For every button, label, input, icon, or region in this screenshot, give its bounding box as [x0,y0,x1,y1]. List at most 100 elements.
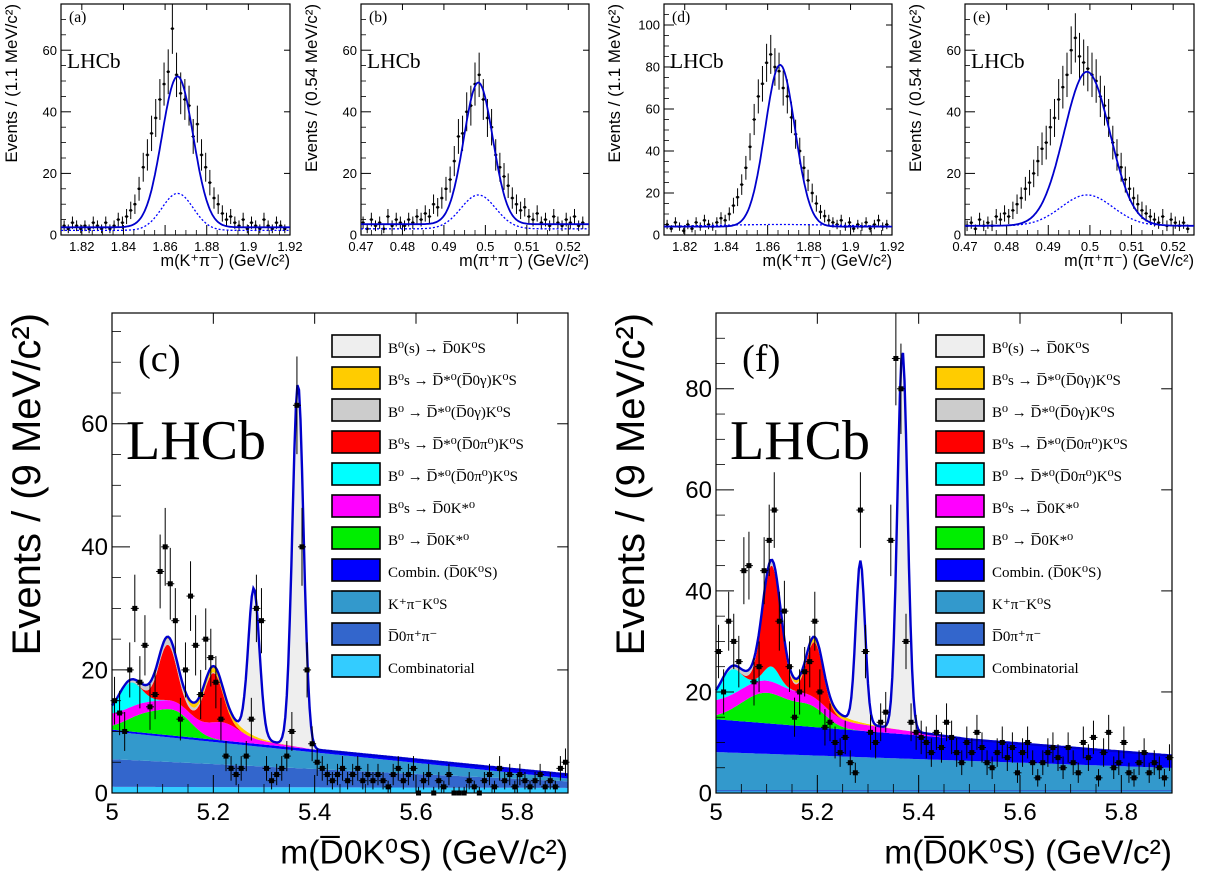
data-point [1052,98,1057,137]
data-point [520,771,529,790]
data-marker [233,221,237,224]
data-point [729,613,738,670]
data-point [394,756,403,781]
data-point [1160,769,1169,787]
data-marker [1045,750,1051,756]
data-marker [100,227,103,231]
data-marker [827,219,830,222]
x-axis-label: m(D̅0K⁰S) (GeV/c²) [280,834,568,871]
data-marker [837,750,843,756]
data-point [115,690,124,736]
data-point [876,703,885,742]
legend-entry: B⁰s → D̅0K*⁰ [331,494,475,518]
data-marker [466,778,472,784]
area-2 [716,752,1172,790]
lhcb-watermark: LHCb [670,49,724,73]
data-marker [1156,765,1162,771]
data-marker [878,719,884,725]
data-point [303,642,312,698]
data-point [452,145,457,177]
legend-entry: B⁰ → D̅*⁰(D̅0γ)K⁰S [935,398,1115,422]
data-marker [984,760,990,766]
data-marker [444,187,448,190]
data-marker [229,215,232,218]
data-point [481,79,486,120]
legend-label: D̅0π⁺π⁻ [388,629,437,645]
data-marker [1144,212,1148,215]
data-point [465,771,474,790]
data-point [333,763,342,786]
data-point [151,669,160,720]
data-point [1064,732,1073,763]
data-point [389,763,398,786]
data-point [522,198,527,217]
legend-entry: B⁰(s) → D̅0K⁰S [331,334,486,358]
lhcb-watermark: LHCb [730,410,870,472]
data-marker [147,704,153,710]
data-point [137,176,141,201]
data-point [735,188,740,207]
y-tick-label: 20 [685,679,712,706]
y-tick-label: 20 [81,657,108,684]
data-point [977,212,982,227]
legend-entry: B⁰s → D̅0K*⁰ [935,494,1079,518]
x-tick-label: 5.2 [197,799,230,826]
data-point [166,49,171,95]
data-point [1006,208,1011,225]
data-marker [938,745,944,751]
data-marker [1103,104,1106,107]
data-point [1002,205,1007,222]
data-point [87,224,91,234]
data-marker [1030,760,1036,766]
data-point [1165,744,1174,771]
data-marker [694,221,698,224]
data-marker [258,618,264,624]
data-point [932,714,941,750]
data-marker [497,765,503,771]
x-tick-label: 5.6 [1003,799,1036,826]
data-marker [83,224,87,227]
data-marker [375,772,381,778]
data-point [196,669,205,720]
data-marker [565,218,568,221]
data-marker [274,772,280,778]
data-marker [117,218,120,221]
data-point [800,646,809,697]
data-point [1124,762,1133,783]
data-marker [781,86,785,90]
data-point [1169,212,1173,227]
panel-c: 5 5.2 5.4 5.6 5.8 0 20 40 60 m(D̅0K⁰S) (GeV/c²) Ev… [5,312,570,871]
data-marker [125,215,128,218]
data-point [1043,738,1052,767]
data-marker [269,778,275,784]
y-tick-label: 0 [653,228,660,243]
data-marker [248,716,254,722]
data-marker [1020,750,1026,756]
data-point [170,4,175,54]
data-marker [840,219,843,222]
data-point [368,771,377,790]
data-marker [556,221,560,224]
legend-entry: Combin. (D̅0K⁰S) [331,558,497,582]
data-marker [250,221,253,224]
data-marker [319,765,325,771]
data-point [1084,744,1093,771]
data-point [572,208,577,225]
data-marker [1136,203,1139,206]
data-point [1089,720,1098,755]
legend-label: Combin. (D̅0K⁰S) [992,565,1101,581]
data-marker [473,82,477,86]
data-point [739,537,748,605]
data-marker [797,689,803,695]
data-marker [223,753,229,759]
legend-entry: B⁰ → D̅0K*⁰ [331,526,469,550]
legend-swatch [935,622,985,646]
data-marker [1074,36,1077,40]
x-axis-label: m(π⁺π⁻) (GeV/c²) [1064,252,1194,270]
data-marker [241,218,245,221]
data-marker [1101,750,1107,756]
x-axis-label: m(π⁺π⁻) (GeV/c²) [459,252,589,270]
data-marker [686,223,690,226]
data-marker [552,215,555,218]
data-point [568,216,573,229]
